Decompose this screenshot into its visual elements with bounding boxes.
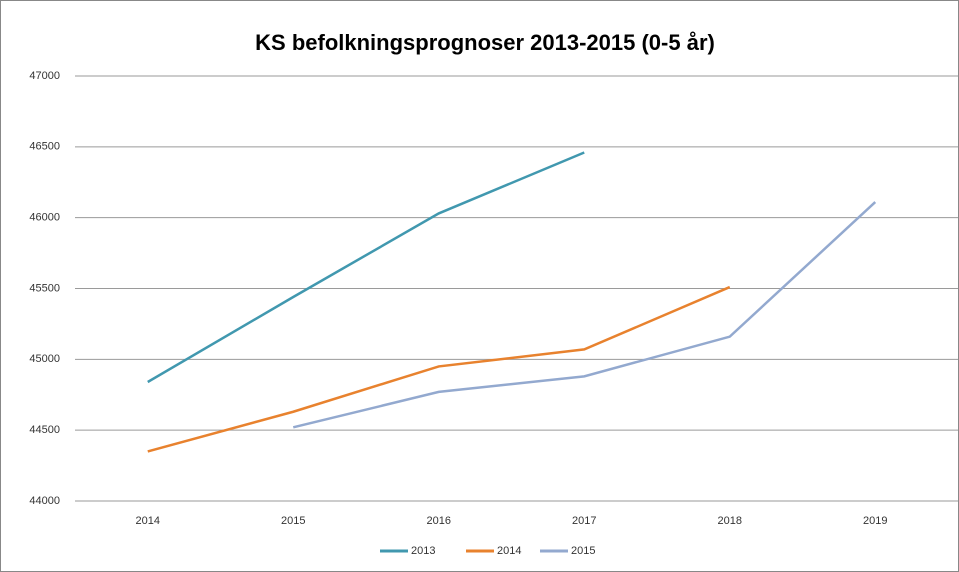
x-tick-label: 2014 [136,515,160,527]
y-tick-label: 46000 [29,212,60,224]
x-tick-label: 2018 [718,515,742,527]
x-tick-label: 2016 [427,515,451,527]
y-tick-label: 46500 [29,141,60,153]
series-line [147,285,731,453]
y-tick-label: 44000 [29,495,60,507]
legend-label: 2013 [411,545,435,557]
series-line [292,201,877,429]
y-tick-label: 47000 [29,70,60,82]
y-tick-label: 44500 [29,424,60,436]
chart-title: KS befolkningsprognoser 2013-2015 (0-5 å… [255,30,715,55]
x-tick-label: 2017 [572,515,596,527]
x-tick-label: 2019 [863,515,887,527]
series-line [147,151,585,384]
legend-label: 2014 [497,545,521,557]
x-tick-label: 2015 [281,515,305,527]
y-tick-label: 45000 [29,353,60,365]
y-tick-label: 45500 [29,282,60,294]
legend-label: 2015 [571,545,595,557]
